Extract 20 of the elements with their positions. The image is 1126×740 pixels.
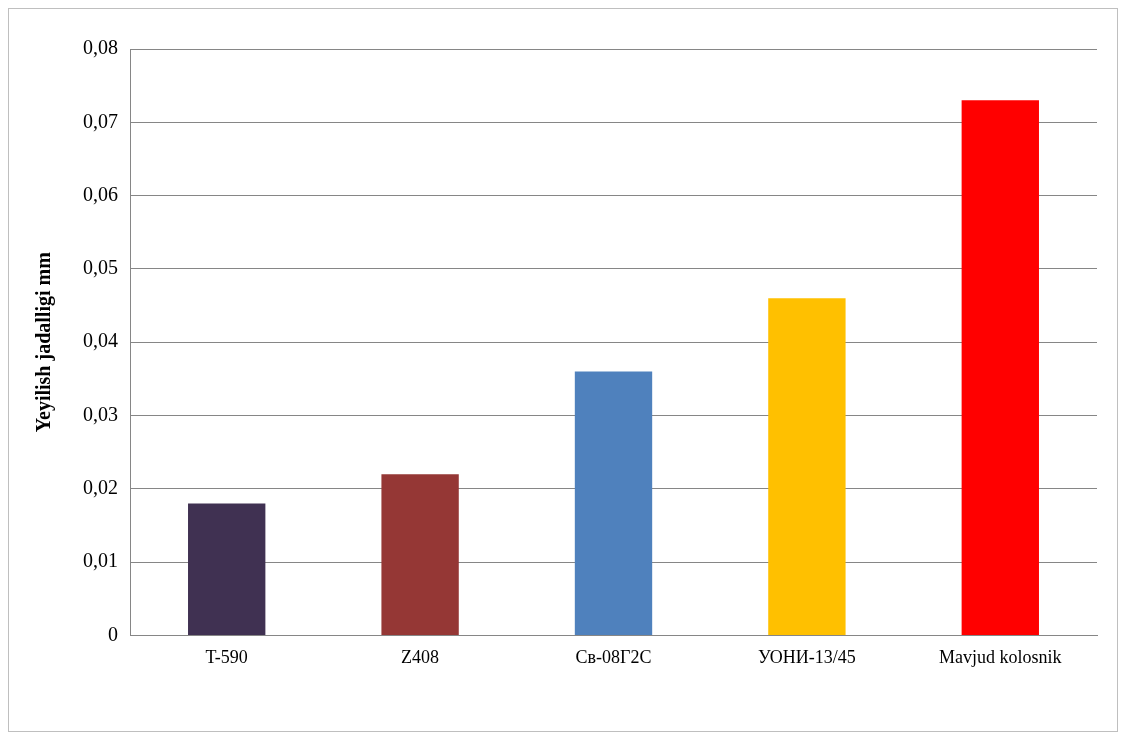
bar xyxy=(381,474,459,635)
y-tick-label: 0,02 xyxy=(83,476,118,499)
y-tick-label: 0,04 xyxy=(83,329,118,352)
y-axis-title: Yeyilish jadalligi mm xyxy=(32,251,56,433)
bar xyxy=(574,371,653,635)
x-tick-label: Mavjud kolosnik xyxy=(939,646,1062,667)
x-tick-label: УОНИ-13/45 xyxy=(757,646,856,667)
y-tick-label: 0,06 xyxy=(83,182,118,205)
y-tick-label: 0 xyxy=(108,622,118,645)
y-tick-label: 0,01 xyxy=(83,549,118,572)
bar xyxy=(961,100,1039,635)
y-tick-label: 0,08 xyxy=(83,36,118,59)
y-tick-label: 0,07 xyxy=(83,109,118,132)
x-tick-label: Z408 xyxy=(401,646,440,667)
bar xyxy=(188,503,266,635)
x-tick-label: T-590 xyxy=(205,646,248,667)
bar xyxy=(768,298,846,635)
y-tick-label: 0,03 xyxy=(83,402,118,425)
y-tick-label: 0,05 xyxy=(83,256,118,279)
x-tick-label: Св-08Г2С xyxy=(575,646,652,667)
